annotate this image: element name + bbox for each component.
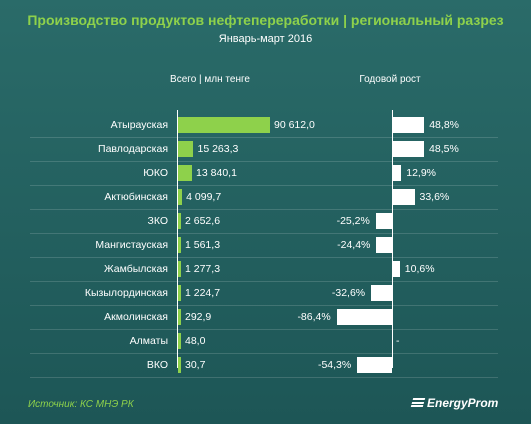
total-value-label: 1 224,7	[185, 287, 221, 299]
growth-value-label: -86,4%	[297, 311, 331, 323]
growth-bar	[393, 141, 425, 157]
total-value-label: 30,7	[185, 359, 206, 371]
total-value-label: 15 263,3	[197, 143, 239, 155]
total-value-label: 4 099,7	[186, 191, 222, 203]
growth-column-header: Годовой рост	[359, 74, 421, 85]
chart-title: Производство продуктов нефтепереработки …	[27, 12, 504, 28]
growth-bar	[393, 261, 400, 277]
growth-value-label: -54,3%	[317, 359, 352, 371]
total-bar	[178, 189, 183, 205]
growth-value-label: -25,2%	[336, 215, 370, 227]
category-label: Жамбылская	[103, 263, 168, 275]
total-bar	[178, 309, 181, 325]
total-axis-line	[177, 110, 178, 368]
category-label: Актюбинская	[104, 191, 168, 203]
growth-axis-line	[392, 110, 393, 368]
chart-row: Атырауская 90 612,0 48,8%	[30, 113, 498, 138]
total-value-label: 2 652,6	[185, 215, 221, 227]
total-bar	[178, 237, 181, 253]
total-bar	[178, 357, 181, 373]
total-bar	[178, 165, 193, 181]
chart-row: Алматы 48,0 -	[30, 329, 498, 354]
growth-bar	[393, 117, 425, 133]
total-bar	[178, 285, 181, 301]
growth-bar	[336, 309, 392, 325]
category-label: ВКО	[146, 359, 168, 371]
total-column-header: Всего | млн тенге	[170, 74, 250, 85]
growth-bar	[376, 237, 392, 253]
total-bar	[178, 333, 181, 349]
growth-bar	[371, 285, 392, 301]
growth-bar	[357, 357, 392, 373]
chart-row: ЮКО 13 840,1 12,9%	[30, 161, 498, 186]
chart-row: Павлодарская 15 263,3 48,5%	[30, 137, 498, 162]
chart-row: ЗКО 2 652,6 -25,2%	[30, 209, 498, 234]
total-value-label: 48,0	[185, 335, 206, 347]
chart-row: Мангистауская 1 561,3 -24,4%	[30, 233, 498, 258]
category-label: ЮКО	[143, 167, 168, 179]
growth-value-label: 33,6%	[419, 191, 450, 203]
total-value-label: 292,9	[185, 311, 212, 323]
total-bar	[178, 261, 181, 277]
growth-value-label: -	[396, 335, 400, 347]
category-label: Атырауская	[110, 119, 168, 131]
chart-row: ВКО 30,7 -54,3%	[30, 353, 498, 378]
growth-value-label: -24,4%	[337, 239, 371, 251]
chart-subtitle: Январь-март 2016	[218, 33, 313, 45]
growth-value-label: 48,8%	[429, 119, 459, 131]
category-label: Мангистауская	[95, 239, 168, 251]
total-bar	[178, 213, 181, 229]
chart-row: Кызылординская 1 224,7 -32,6%	[30, 281, 498, 306]
total-value-label: 1 277,3	[185, 263, 221, 275]
growth-bar	[375, 213, 392, 229]
total-value-label: 13 840,1	[196, 167, 237, 179]
logo-mark-icon	[410, 398, 426, 407]
growth-value-label: 10,6%	[404, 263, 435, 275]
total-value-label: 1 561,3	[185, 239, 221, 251]
category-label: Павлодарская	[98, 143, 168, 155]
chart-row: Жамбылская 1 277,3 10,6%	[30, 257, 498, 282]
category-label: Акмолинская	[104, 311, 168, 323]
category-label: ЗКО	[147, 215, 168, 227]
logo-text: EnergyProm	[427, 396, 499, 410]
brand-logo: EnergyProm	[410, 396, 499, 410]
total-bar	[178, 141, 194, 157]
growth-value-label: 48,5%	[429, 143, 459, 155]
growth-bar	[393, 165, 402, 181]
category-label: Алматы	[129, 335, 168, 347]
chart-row: Актюбинская 4 099,7 33,6%	[30, 185, 498, 210]
growth-value-label: 12,9%	[406, 167, 437, 179]
total-value-label: 90 612,0	[274, 119, 315, 131]
source-note: Источник: КС МНЭ РК	[28, 399, 134, 410]
total-bar	[178, 117, 270, 133]
growth-bar	[393, 189, 415, 205]
growth-value-label: -32,6%	[331, 287, 366, 299]
category-label: Кызылординская	[84, 287, 168, 299]
chart-row: Акмолинская 292,9 -86,4%	[30, 305, 498, 330]
